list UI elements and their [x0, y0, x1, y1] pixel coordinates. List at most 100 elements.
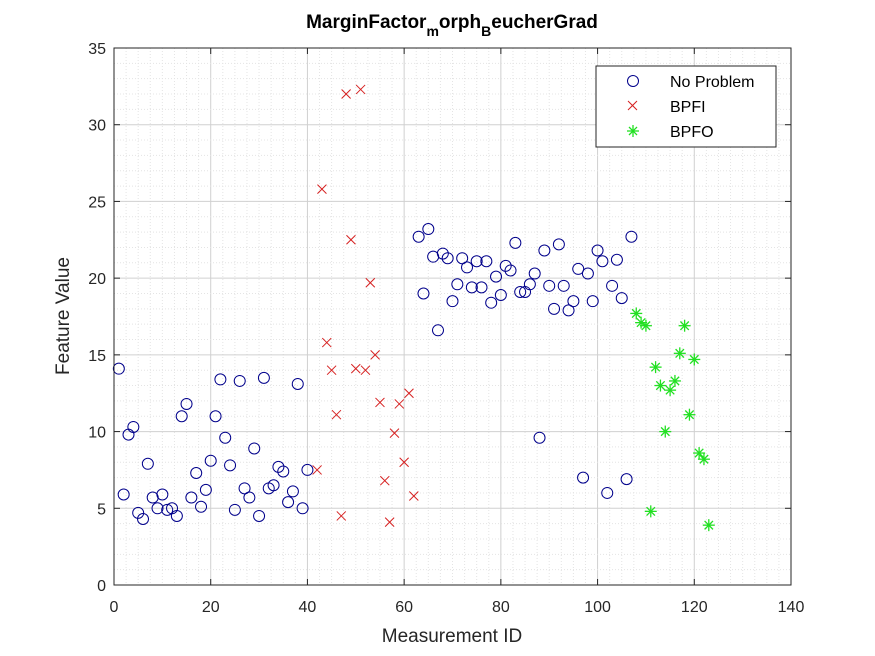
plot-frame — [113, 47, 792, 586]
point-bpfo — [678, 319, 691, 332]
point-no-problem — [257, 371, 270, 384]
point-no-problem — [417, 287, 430, 300]
point-bpfo — [702, 519, 715, 532]
point-bpfi — [389, 428, 400, 438]
point-no-problem — [620, 473, 633, 486]
point-bpfi — [355, 84, 366, 95]
point-no-problem — [282, 496, 295, 509]
point-no-problem — [204, 454, 217, 467]
point-no-problem — [441, 252, 454, 265]
point-no-problem — [601, 486, 614, 499]
legend-marker-bpfi — [627, 100, 638, 111]
point-no-problem — [277, 465, 290, 478]
point-no-problem — [586, 295, 599, 308]
point-no-problem — [436, 247, 449, 260]
point-no-problem — [243, 491, 256, 504]
point-no-problem — [456, 252, 469, 265]
point-no-problem — [465, 281, 478, 294]
legend: No Problem BPFI BPFO — [595, 65, 777, 148]
point-no-problem — [137, 513, 150, 526]
point-bpfi — [321, 337, 332, 348]
point-bpfi — [336, 511, 347, 521]
point-bpfi — [408, 491, 419, 501]
point-no-problem — [267, 479, 280, 492]
x-tick-label: 40 — [299, 599, 317, 616]
point-no-problem — [625, 230, 638, 243]
point-bpfo — [644, 505, 657, 518]
point-bpfi — [404, 388, 414, 399]
point-no-problem — [528, 267, 541, 280]
point-bpfi — [394, 399, 405, 409]
y-tick-label: 0 — [97, 578, 106, 595]
title-subscript-1: m — [426, 23, 438, 39]
y-tick-label: 20 — [88, 271, 106, 288]
legend-label-no-problem: No Problem — [670, 74, 754, 91]
point-no-problem — [180, 397, 193, 410]
point-no-problem — [175, 410, 188, 423]
point-no-problem — [286, 485, 299, 498]
point-no-problem — [475, 281, 488, 294]
point-no-problem — [214, 373, 227, 386]
legend-marker-no-problem — [627, 75, 639, 87]
point-no-problem — [127, 420, 140, 433]
point-no-problem — [228, 503, 241, 516]
point-no-problem — [461, 261, 474, 274]
point-bpfo — [649, 361, 662, 374]
point-no-problem — [523, 278, 536, 291]
x-tick-label: 140 — [778, 599, 805, 616]
point-no-problem — [543, 279, 556, 292]
point-bpfo — [697, 453, 710, 466]
grid — [114, 48, 791, 585]
y-tick-label: 15 — [88, 348, 106, 365]
point-no-problem — [209, 410, 222, 423]
point-no-problem — [490, 270, 503, 283]
point-no-problem — [485, 296, 498, 309]
point-bpfo — [693, 447, 706, 460]
point-no-problem — [296, 502, 309, 515]
point-no-problem — [219, 431, 232, 444]
y-tick-label: 30 — [88, 118, 106, 135]
point-no-problem — [494, 289, 507, 302]
y-tick-label: 35 — [88, 41, 106, 58]
point-no-problem — [431, 324, 444, 337]
point-no-problem — [132, 506, 145, 519]
x-tick-label: 120 — [681, 599, 708, 616]
data-points — [112, 84, 715, 532]
point-bpfo — [659, 425, 672, 438]
point-no-problem — [548, 302, 561, 315]
point-no-problem — [577, 471, 590, 484]
point-no-problem — [480, 255, 493, 268]
point-no-problem — [591, 244, 604, 257]
point-no-problem — [195, 500, 208, 513]
point-no-problem — [238, 482, 251, 495]
point-no-problem — [272, 460, 285, 473]
y-tick-label: 5 — [97, 501, 106, 518]
point-no-problem — [291, 378, 304, 391]
point-no-problem — [422, 223, 435, 236]
legend-label-bpfo: BPFO — [670, 124, 714, 141]
point-no-problem — [446, 295, 459, 308]
point-no-problem — [499, 259, 512, 272]
x-tick-label: 0 — [110, 599, 119, 616]
point-no-problem — [199, 483, 212, 496]
point-bpfo — [683, 408, 696, 421]
point-no-problem — [248, 442, 261, 455]
title-subscript-2: B — [481, 23, 491, 39]
x-axis-label: Measurement ID — [382, 626, 522, 647]
point-bpfo — [668, 374, 681, 387]
point-no-problem — [451, 278, 464, 291]
point-no-problem — [156, 488, 169, 501]
point-bpfi — [365, 277, 376, 288]
point-bpfi — [375, 397, 385, 408]
point-no-problem — [596, 255, 609, 268]
point-no-problem — [141, 457, 154, 470]
x-tick-label: 100 — [584, 599, 611, 616]
point-bpfo — [630, 307, 643, 320]
point-bpfi — [384, 517, 395, 527]
point-bpfi — [331, 409, 342, 420]
point-no-problem — [572, 262, 585, 275]
x-tick-label: 20 — [202, 599, 220, 616]
point-no-problem — [581, 267, 594, 280]
point-no-problem — [190, 466, 203, 479]
